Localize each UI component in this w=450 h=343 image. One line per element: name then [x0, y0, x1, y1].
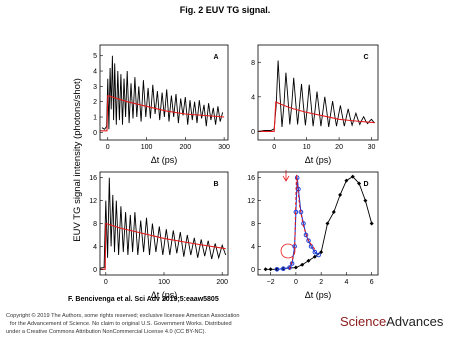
x-tick-label: 0 [106, 144, 110, 151]
data-line [100, 177, 227, 269]
x-tick-label: 4 [344, 279, 348, 286]
plot-area [100, 55, 225, 132]
x-tick-label: 200 [179, 144, 191, 151]
data-line [100, 94, 225, 132]
y-tick-label: 12 [247, 198, 255, 205]
y-tick-label: 16 [247, 175, 255, 182]
data-point [344, 178, 349, 183]
highlight-circle [280, 243, 296, 259]
x-tick-label: 0 [294, 279, 298, 286]
data-point [306, 238, 311, 243]
logo: ScienceAdvances [340, 314, 444, 329]
y-tick-label: 8 [93, 221, 97, 228]
data-line [258, 101, 375, 132]
data-point [312, 249, 318, 255]
panel-label: A [213, 54, 218, 61]
data-point [287, 265, 292, 270]
y-tick-label: 8 [251, 60, 255, 67]
panel-label: D [363, 181, 368, 188]
panel-label: B [213, 181, 218, 188]
x-tick-label: 200 [216, 279, 228, 286]
x-tick-label: 0 [272, 144, 276, 151]
x-axis-label: Δt (ps) [305, 155, 332, 165]
y-tick-label: 3 [93, 84, 97, 91]
data-point [294, 175, 300, 181]
x-tick-label: 6 [370, 279, 374, 286]
data-point [357, 181, 362, 186]
plot-area [258, 60, 376, 132]
data-point [268, 267, 273, 272]
data-point [303, 232, 309, 238]
data-point [363, 198, 368, 203]
y-tick-label: 4 [93, 244, 97, 251]
data-point [300, 262, 305, 267]
title: Fig. 2 EUV TG signal. [180, 5, 271, 15]
copyright-line: under a Creative Commons Attribution Non… [6, 329, 206, 335]
y-tick-label: 2 [93, 99, 97, 106]
y-tick-label: 0 [93, 267, 97, 274]
data-point [325, 221, 330, 226]
logo-advances: Advances [386, 314, 444, 329]
data-point [312, 254, 317, 259]
data-point [263, 267, 268, 272]
data-point [306, 258, 311, 263]
x-tick-label: 30 [368, 144, 376, 151]
citation: F. Bencivenga et al. Sci Adv 2019;5:eaaw… [68, 296, 219, 303]
data-point [274, 266, 280, 272]
x-tick-label: 300 [218, 144, 230, 151]
x-tick-label: 2 [319, 279, 323, 286]
y-tick-label: 4 [93, 69, 97, 76]
y-tick-label: 0 [93, 130, 97, 137]
axes-frame [257, 171, 379, 276]
data-point [350, 174, 355, 179]
y-axis-label: EUV TG signal intensity (photons/shot) [72, 78, 83, 242]
copyright-line: Copyright © 2019 The Authors, some right… [6, 312, 239, 319]
axes-frame [99, 44, 229, 141]
y-tick-label: 5 [93, 53, 97, 60]
data-point [369, 221, 374, 226]
y-tick-label: 4 [251, 244, 255, 251]
data-point [293, 265, 298, 270]
x-tick-label: −2 [267, 279, 275, 286]
axes-frame [99, 171, 229, 276]
data-point [316, 252, 321, 258]
plot-area [100, 177, 227, 270]
plot-area [263, 174, 374, 272]
x-tick-label: 0 [104, 279, 108, 286]
copyright-line: for the Advancement of Science. No claim… [10, 321, 232, 327]
x-axis-label: Δt (ps) [305, 290, 332, 300]
y-tick-label: 12 [89, 198, 97, 205]
y-tick-label: 4 [251, 94, 255, 101]
logo-science: Science [340, 314, 386, 329]
data-line [265, 176, 373, 270]
data-point [319, 250, 324, 255]
x-tick-label: 10 [303, 144, 311, 151]
x-axis-label: Δt (ps) [151, 290, 178, 300]
x-tick-label: 100 [141, 144, 153, 151]
y-tick-label: 16 [89, 175, 97, 182]
data-point [280, 266, 286, 272]
data-line [100, 222, 226, 270]
data-line [289, 174, 316, 270]
data-line [258, 60, 376, 132]
y-tick-label: 0 [251, 129, 255, 136]
panel-label: C [363, 54, 368, 61]
data-point [331, 210, 336, 215]
axes-frame [257, 44, 379, 141]
x-tick-label: 20 [335, 144, 343, 151]
data-point [338, 192, 343, 197]
y-tick-label: 1 [93, 115, 97, 122]
x-axis-label: Δt (ps) [151, 155, 178, 165]
y-tick-label: 8 [251, 221, 255, 228]
data-line [101, 55, 224, 130]
y-tick-label: 0 [251, 267, 255, 274]
x-tick-label: 100 [158, 279, 170, 286]
